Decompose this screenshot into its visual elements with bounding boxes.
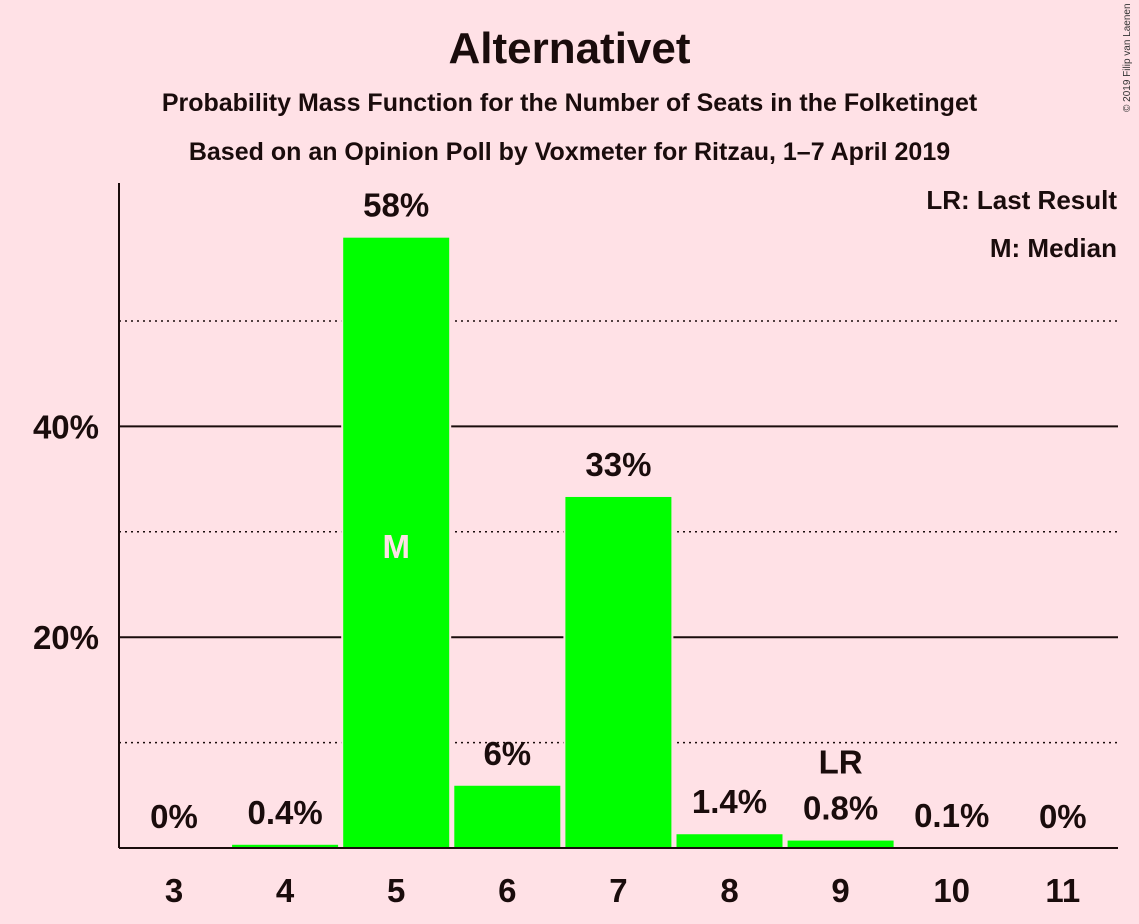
chart-title: Alternativet: [448, 24, 691, 73]
legend-entry-1: LR: Last Result: [926, 185, 1117, 215]
x-tick-label-4: 4: [276, 872, 295, 909]
bar-seat-7: [563, 494, 674, 849]
x-tick-label-10: 10: [933, 872, 970, 909]
value-label-seat-8: 1.4%: [692, 783, 767, 820]
chart-source: Based on an Opinion Poll by Voxmeter for…: [188, 138, 951, 166]
value-label-seat-7: 33%: [585, 446, 651, 483]
value-label-seat-5: 58%: [363, 187, 429, 224]
value-label-seat-3: 0%: [150, 798, 198, 835]
bar-seat-8: [674, 832, 785, 850]
value-label-seat-9: 0.8%: [803, 790, 878, 827]
legend-entry-2: M: Median: [990, 233, 1117, 263]
bar-seat-9: [785, 838, 896, 849]
labels: 20% 40% 3 4 5 6 7 8 9 10 11 0% 0.4% 58% 6% 33% 1.4% 0.8% L…: [33, 185, 1117, 909]
median-marker: M: [382, 528, 410, 565]
chart-subtitle: Probability Mass Function for the Number…: [161, 89, 978, 117]
axes: [118, 183, 1118, 849]
y-tick-label-40: 40%: [33, 408, 99, 445]
x-tick-label-6: 6: [498, 872, 516, 909]
x-tick-label-11: 11: [1045, 872, 1080, 909]
value-label-seat-6: 6%: [483, 735, 531, 772]
x-tick-label-3: 3: [165, 872, 183, 909]
y-tick-label-20: 20%: [33, 619, 99, 656]
value-label-seat-10: 0.1%: [914, 797, 989, 834]
x-tick-label-9: 9: [831, 872, 849, 909]
bars: [230, 235, 1007, 850]
x-tick-label-8: 8: [720, 872, 738, 909]
last-result-marker: LR: [819, 744, 863, 781]
bar-seat-6: [452, 783, 563, 850]
bar-seat-5: [341, 235, 452, 849]
value-label-seat-11: 0%: [1039, 798, 1087, 835]
x-tick-label-7: 7: [609, 872, 627, 909]
value-label-seat-4: 0.4%: [247, 794, 322, 831]
x-tick-label-5: 5: [387, 872, 405, 909]
